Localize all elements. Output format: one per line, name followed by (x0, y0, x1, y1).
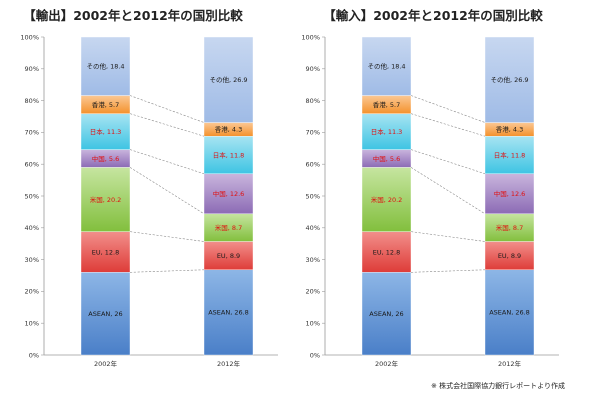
data-label-other: その他, 18.4 (367, 62, 405, 71)
bar-segment-us (80, 167, 131, 232)
bar-segment-asean (203, 269, 254, 356)
bar-segment-china (203, 173, 254, 215)
category-label: 2002年 (375, 359, 399, 368)
data-label-china: 中国, 5.6 (373, 154, 400, 163)
category-label: 2002年 (94, 359, 118, 368)
chart-title: 【輸入】2002年と2012年の国別比較 (323, 8, 543, 23)
y-tick-label: 30% (306, 256, 320, 264)
y-tick-label: 20% (306, 288, 320, 296)
data-label-other: その他, 18.4 (86, 62, 124, 71)
export-chart: 【輸出】2002年と2012年の国別比較 0% 10% 20% 30% 40% 50% 60%… (20, 8, 278, 368)
y-tick-label: 30% (25, 256, 39, 264)
data-label-japan: 日本, 11.8 (213, 150, 245, 159)
import-chart: 【輸入】2002年と2012年の国別比較 0% 10% 20% 30% 40% 50% 60%… (301, 8, 559, 368)
bar-segment-asean (361, 272, 412, 356)
y-tick-label: 10% (25, 320, 39, 328)
data-label-us: 米国, 20.2 (371, 195, 403, 204)
data-label-hongkong: 香港, 5.7 (373, 100, 400, 109)
data-label-china: 中国, 5.6 (92, 154, 119, 163)
y-tick-label: 60% (25, 161, 39, 169)
bar-segment-japan (80, 113, 131, 150)
bar-segment-eu (361, 231, 412, 273)
y-tick-label: 50% (306, 192, 320, 200)
data-label-japan: 日本, 11.3 (90, 127, 122, 136)
data-label-eu: EU, 8.9 (498, 252, 521, 260)
data-label-hongkong: 香港, 5.7 (92, 100, 119, 109)
series-connector-line (129, 149, 205, 175)
series-connector-line (129, 113, 205, 137)
bar-segment-us (203, 213, 254, 242)
data-label-asean: ASEAN, 26.8 (489, 309, 530, 317)
data-label-eu: EU, 8.9 (217, 252, 240, 260)
bar-segment-japan (361, 113, 412, 150)
y-tick-label: 10% (306, 320, 320, 328)
data-label-eu: EU, 12.8 (92, 248, 119, 256)
bar-segment-eu (80, 231, 131, 273)
data-label-us: 米国, 8.7 (215, 223, 242, 232)
y-tick-label: 60% (306, 161, 320, 169)
bar-segment-china (484, 173, 535, 215)
series-connector-line (129, 95, 205, 123)
y-tick-label: 80% (306, 97, 320, 105)
data-label-asean: ASEAN, 26.8 (208, 309, 249, 317)
bar-segment-us (484, 213, 535, 242)
y-tick-label: 70% (25, 129, 39, 137)
bar-segment-other (361, 36, 412, 96)
data-label-asean: ASEAN, 26 (369, 310, 403, 318)
series-connector-line (129, 167, 205, 215)
bar-segment-japan (203, 136, 254, 174)
data-label-china: 中国, 12.6 (494, 189, 526, 198)
chart-title: 【輸出】2002年と2012年の国別比較 (23, 8, 243, 23)
data-label-hongkong: 香港, 4.3 (496, 125, 523, 134)
data-label-us: 米国, 8.7 (496, 223, 523, 232)
data-label-japan: 日本, 11.3 (371, 127, 403, 136)
y-tick-label: 100% (20, 33, 39, 41)
y-tick-label: 70% (306, 129, 320, 137)
y-tick-label: 90% (306, 65, 320, 73)
series-connector-line (410, 167, 486, 215)
data-label-other: その他, 26.9 (209, 75, 247, 84)
data-label-eu: EU, 12.8 (373, 248, 400, 256)
series-connector-line (410, 269, 486, 273)
series-connector-line (410, 231, 486, 242)
bar-segment-other (203, 36, 254, 123)
data-label-hongkong: 香港, 4.3 (215, 125, 242, 134)
category-label: 2012年 (217, 359, 241, 368)
series-connector-line (129, 269, 205, 273)
bar-segment-asean (484, 269, 535, 356)
series-connector-line (410, 95, 486, 123)
bar-segment-other (80, 36, 131, 96)
data-label-other: その他, 26.9 (490, 75, 528, 84)
data-label-japan: 日本, 11.8 (494, 150, 526, 159)
bar-segment-other (484, 36, 535, 123)
series-connector-line (410, 149, 486, 175)
y-tick-label: 100% (301, 33, 320, 41)
y-tick-label: 40% (25, 224, 39, 232)
y-tick-label: 90% (25, 65, 39, 73)
data-label-china: 中国, 12.6 (213, 189, 245, 198)
y-tick-label: 80% (25, 97, 39, 105)
y-tick-label: 20% (25, 288, 39, 296)
y-tick-label: 0% (29, 351, 39, 359)
series-connector-line (410, 113, 486, 137)
category-label: 2012年 (498, 359, 522, 368)
bar-segment-eu (203, 241, 254, 270)
series-connector-line (129, 231, 205, 242)
data-label-asean: ASEAN, 26 (88, 310, 122, 318)
y-tick-label: 0% (310, 351, 320, 359)
y-tick-label: 50% (25, 192, 39, 200)
y-tick-label: 40% (306, 224, 320, 232)
bar-segment-asean (80, 272, 131, 356)
bar-segment-eu (484, 241, 535, 270)
source-note: ※ 株式会社国際協力銀行レポートより作成 (431, 381, 565, 390)
data-label-us: 米国, 20.2 (90, 195, 122, 204)
bar-segment-us (361, 167, 412, 232)
